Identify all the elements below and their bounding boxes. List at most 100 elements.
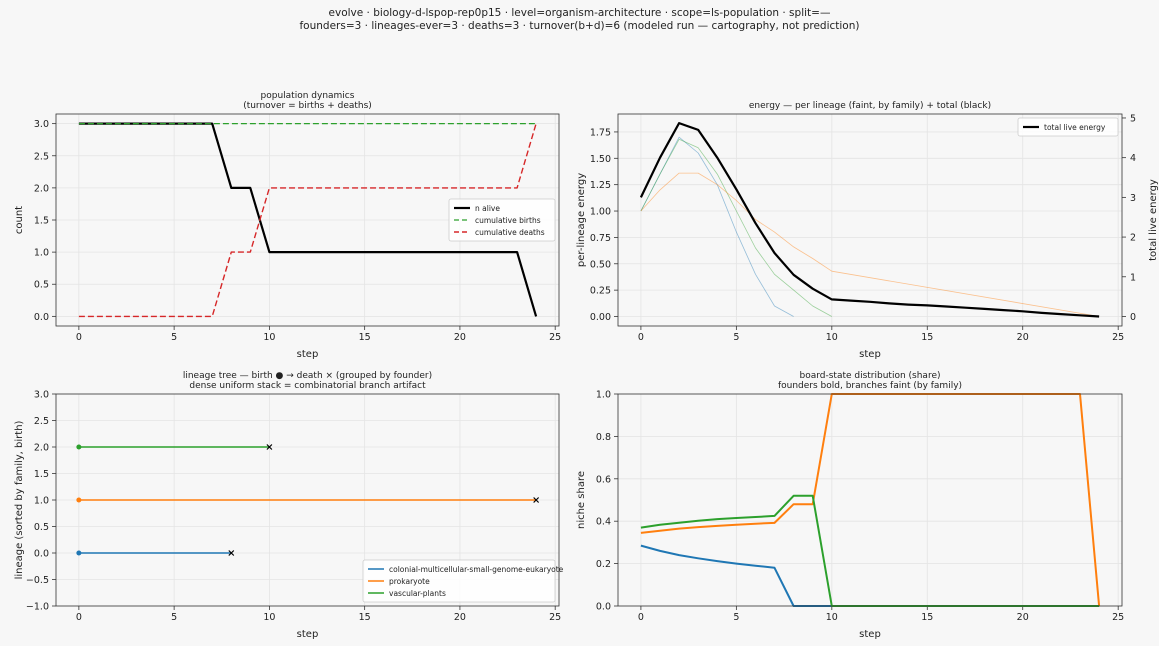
lineage-tree-y-tick-label: 3.0 [34, 390, 49, 401]
energy-y-tick-label: 0.00 [590, 312, 611, 323]
population-y-axis-label: count [14, 206, 25, 234]
lineage-birth-point [76, 550, 82, 556]
lineage-tree-y-tick-label: 0.5 [34, 522, 49, 533]
population-y-tick-label: 3.0 [34, 119, 49, 130]
population-legend-label: cumulative births [475, 216, 541, 225]
energy-plot-area [618, 114, 1122, 326]
lineage-tree-x-tick-label: 5 [171, 612, 177, 623]
lineage-tree-x-tick-label: 0 [76, 612, 82, 623]
energy-series-line [640, 172, 1100, 317]
figure-title: evolve · biology-d-lspop-rep0p15 · level… [0, 7, 1159, 33]
population-x-tick-label: 10 [263, 332, 275, 343]
board-state-axes-frame [617, 393, 1123, 607]
lineage-death-marker [533, 497, 540, 503]
lineage-tree-x-tick-label: 15 [359, 612, 371, 623]
board-state-y-tick-label: 0.2 [596, 559, 611, 570]
board-state-y-tick-label: 0.8 [596, 432, 611, 443]
lineage-tree-y-tick-label: 1.5 [34, 469, 49, 480]
energy-legend-box [1017, 117, 1119, 137]
energy-y-tick-label: 0.50 [590, 259, 611, 270]
lineage-tree-y-axis-label: lineage (sorted by family, birth) [14, 420, 25, 579]
board-state-y-tick-label: 0.6 [596, 474, 611, 485]
population-y-tick-label: 1.5 [34, 216, 49, 227]
energy-x-tick-label: 15 [921, 332, 933, 343]
lineage-tree-y-tick-label: −0.5 [26, 575, 49, 586]
population-legend-label: n alive [475, 204, 500, 213]
energy-y-tick-label: 0.75 [590, 233, 611, 244]
population-series-cumulative-deaths [78, 123, 537, 318]
energy-y2-tick-label: 1 [1130, 272, 1136, 283]
energy-y2-tick-label: 2 [1130, 233, 1136, 244]
population-x-tick-label: 0 [76, 332, 82, 343]
energy-y-tick-label: 1.25 [590, 180, 611, 191]
lineage-tree-y-tick-label: 2.5 [34, 416, 49, 427]
figure-title-line-2: founders=3 · lineages-ever=3 · deaths=3 … [299, 20, 860, 32]
energy-x-tick-label: 25 [1112, 332, 1124, 343]
lineage-tree-y-tick-label: −1.0 [26, 602, 49, 613]
lineage-tree-y-tick-label: 0.0 [34, 549, 49, 560]
energy-legend-label: total live energy [1044, 123, 1106, 132]
energy-series-total-live-energy [639, 121, 1100, 318]
energy-y-tick-label: 1.00 [590, 207, 611, 218]
population-legend: n alive cumulative births cumulative death… [448, 198, 556, 242]
lineage-tree-legend-box [362, 559, 556, 603]
lineage-tree-legend-label: vascular-plants [389, 589, 446, 598]
energy-y2-tick-label: 3 [1130, 193, 1136, 204]
energy-y-tick-label: 0.25 [590, 286, 611, 297]
energy-y2-tick-label: 4 [1130, 153, 1136, 164]
population-axes-frame [55, 113, 560, 327]
board-state-y-axis-label: niche share [576, 471, 587, 529]
population-legend-label: cumulative deaths [475, 228, 545, 237]
population-x-tick-label: 15 [359, 332, 371, 343]
energy-x-tick-label: 20 [1017, 332, 1029, 343]
energy-y2-tick-label: 0 [1130, 312, 1136, 323]
lineage-tree-legend-label: colonial-multicellular-small-genome-euka… [389, 565, 564, 574]
energy-axes-frame [617, 113, 1123, 327]
energy-x-tick-label: 10 [826, 332, 838, 343]
board-state-series-line [640, 544, 1100, 607]
board-state-y-tick-label: 1.0 [596, 390, 611, 401]
board-state-title: board-state distribution (share) [799, 371, 940, 381]
energy-y2-axis-label: total live energy [1148, 179, 1159, 261]
population-title: population dynamics [261, 91, 355, 101]
lineage-tree-title: lineage tree — birth ● → death × (groupe… [183, 371, 432, 381]
population-y-tick-label: 0.0 [34, 312, 49, 323]
energy-x-tick-label: 5 [733, 332, 739, 343]
lineage-tree-legend: colonial-multicellular-small-genome-euka… [362, 559, 564, 603]
lineage-tree-axes-frame [55, 393, 560, 607]
energy-legend: total live energy [1017, 117, 1119, 137]
energy-y-tick-label: 1.50 [590, 154, 611, 165]
board-state-series-line [640, 494, 1100, 607]
board-state-y-tick-label: 0.0 [596, 602, 611, 613]
population-y-tick-label: 0.5 [34, 280, 49, 291]
energy-series-line [640, 136, 794, 317]
lineage-tree-legend-label: prokaryote [389, 577, 430, 586]
energy-y-tick-label: 1.75 [590, 127, 611, 138]
board-state-subtitle: founders bold, branches faint (by family… [778, 381, 962, 391]
board-state-x-tick-label: 5 [733, 612, 739, 623]
energy-title: energy — per lineage (faint, by family) … [749, 101, 991, 111]
population-x-tick-label: 20 [454, 332, 466, 343]
population-x-axis-label: step [297, 349, 319, 360]
board-state-x-tick-label: 0 [638, 612, 644, 623]
energy-y-axis-label: per-lineage energy [576, 173, 587, 267]
board-state-plot-area [618, 394, 1122, 606]
energy-x-tick-label: 0 [638, 332, 644, 343]
lineage-birth-point [76, 497, 82, 503]
energy-series-line [640, 138, 832, 317]
energy-y2-tick-label: 5 [1130, 113, 1136, 124]
population-subtitle: (turnover = births + deaths) [243, 101, 372, 111]
board-state-y-tick-label: 0.4 [596, 517, 611, 528]
board-state-x-tick-label: 10 [826, 612, 838, 623]
lineage-death-marker [228, 550, 235, 556]
lineage-birth-point [76, 444, 82, 450]
lineage-tree-x-tick-label: 20 [454, 612, 466, 623]
population-y-tick-label: 2.0 [34, 183, 49, 194]
energy-x-axis-label: step [859, 349, 881, 360]
population-y-tick-label: 2.5 [34, 151, 49, 162]
lineage-tree-y-tick-label: 2.0 [34, 443, 49, 454]
board-state-x-tick-label: 15 [921, 612, 933, 623]
lineage-tree-y-tick-label: 1.0 [34, 496, 49, 507]
population-y-tick-label: 1.0 [34, 248, 49, 259]
